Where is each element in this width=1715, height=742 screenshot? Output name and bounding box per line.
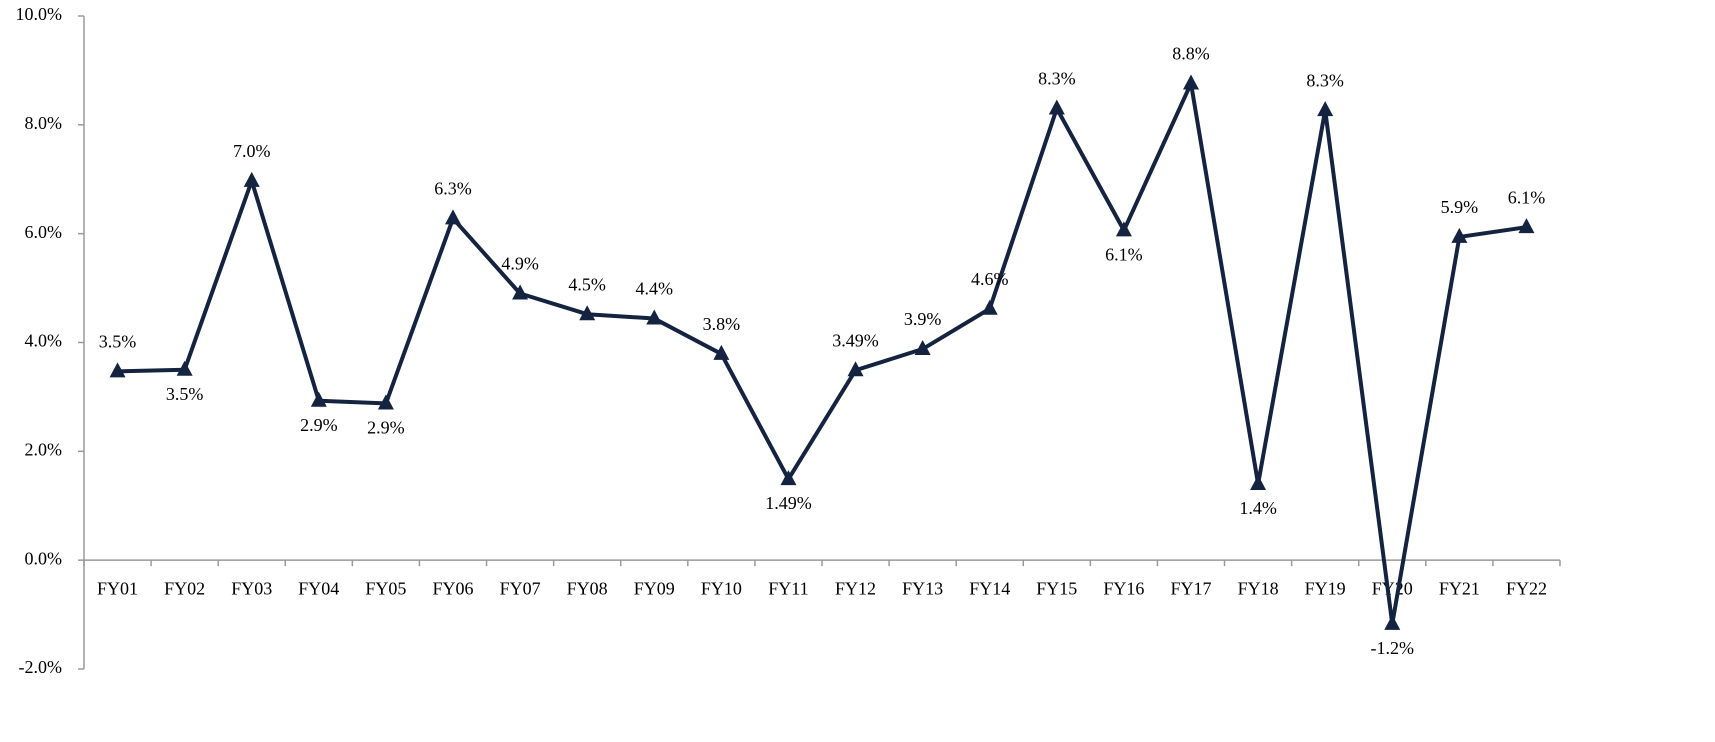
x-tick-label: FY19	[1305, 578, 1346, 598]
data-label: 3.8%	[703, 314, 741, 334]
x-tick-label: FY01	[97, 578, 138, 598]
x-tick-label: FY09	[634, 578, 675, 598]
x-tick-label: FY13	[902, 578, 943, 598]
data-label: 3.9%	[904, 309, 942, 329]
data-label: 1.49%	[765, 493, 812, 513]
line	[117, 81, 1527, 626]
y-tick-label: 8.0%	[25, 113, 63, 133]
marker	[780, 470, 797, 486]
marker	[176, 360, 193, 376]
x-tick-label: FY16	[1103, 578, 1144, 598]
y-tick-label: -2.0%	[19, 657, 63, 677]
marker	[914, 340, 931, 356]
data-label: 6.1%	[1105, 245, 1143, 265]
marker	[1518, 218, 1535, 234]
data-label: 8.3%	[1038, 69, 1076, 89]
y-tick-label: 4.0%	[25, 331, 63, 351]
x-tick-label: FY10	[701, 578, 742, 598]
marker	[1451, 227, 1468, 243]
marker	[713, 344, 730, 360]
x-tick-label: FY03	[231, 578, 272, 598]
data-label: 1.4%	[1239, 498, 1277, 518]
x-tick-label: FY14	[969, 578, 1010, 598]
marker	[1317, 101, 1334, 117]
data-label: 3.5%	[99, 331, 137, 351]
data-label: 4.5%	[568, 274, 606, 294]
data-label: 8.3%	[1306, 70, 1344, 90]
x-tick-label: FY20	[1372, 578, 1413, 598]
marker	[1384, 614, 1401, 630]
x-tick-label: FY21	[1439, 578, 1480, 598]
y-tick-label: 6.0%	[25, 222, 63, 242]
marker	[579, 305, 596, 321]
data-label: 3.5%	[166, 384, 204, 404]
data-label: 6.1%	[1508, 187, 1546, 207]
x-tick-label: FY17	[1170, 578, 1211, 598]
x-tick-label: FY08	[567, 578, 608, 598]
data-label: 6.3%	[434, 179, 472, 199]
y-tick-label: 0.0%	[25, 548, 63, 568]
x-tick-label: FY12	[835, 578, 876, 598]
y-tick-label: 10.0%	[16, 4, 63, 24]
marker	[646, 309, 663, 325]
x-tick-label: FY22	[1506, 578, 1547, 598]
data-label: 5.9%	[1441, 197, 1479, 217]
marker	[1115, 221, 1132, 237]
marker	[310, 391, 327, 407]
marker	[377, 394, 394, 410]
data-label: 8.8%	[1172, 44, 1210, 64]
marker	[1250, 474, 1267, 490]
data-label: -1.2%	[1371, 638, 1415, 658]
marker	[1183, 74, 1199, 90]
data-label: 7.0%	[233, 141, 271, 161]
x-tick-label: FY02	[164, 578, 205, 598]
marker	[512, 284, 529, 300]
data-label: 4.6%	[971, 269, 1009, 289]
x-tick-label: FY06	[432, 578, 473, 598]
data-label: 4.9%	[501, 254, 539, 274]
data-label: 3.49%	[832, 330, 879, 350]
marker	[445, 209, 461, 225]
x-tick-label: FY04	[298, 578, 339, 598]
x-tick-label: FY11	[768, 578, 808, 598]
marker	[109, 362, 126, 378]
marker	[1048, 99, 1065, 115]
data-label: 2.9%	[367, 418, 405, 438]
marker	[243, 171, 260, 187]
x-tick-label: FY05	[365, 578, 406, 598]
marker	[981, 299, 998, 315]
x-tick-label: FY07	[500, 578, 541, 598]
x-tick-label: FY18	[1238, 578, 1279, 598]
data-label: 4.4%	[636, 279, 674, 299]
data-label: 2.9%	[300, 415, 338, 435]
y-tick-label: 2.0%	[25, 439, 63, 459]
marker	[847, 361, 864, 377]
x-tick-label: FY15	[1036, 578, 1077, 598]
